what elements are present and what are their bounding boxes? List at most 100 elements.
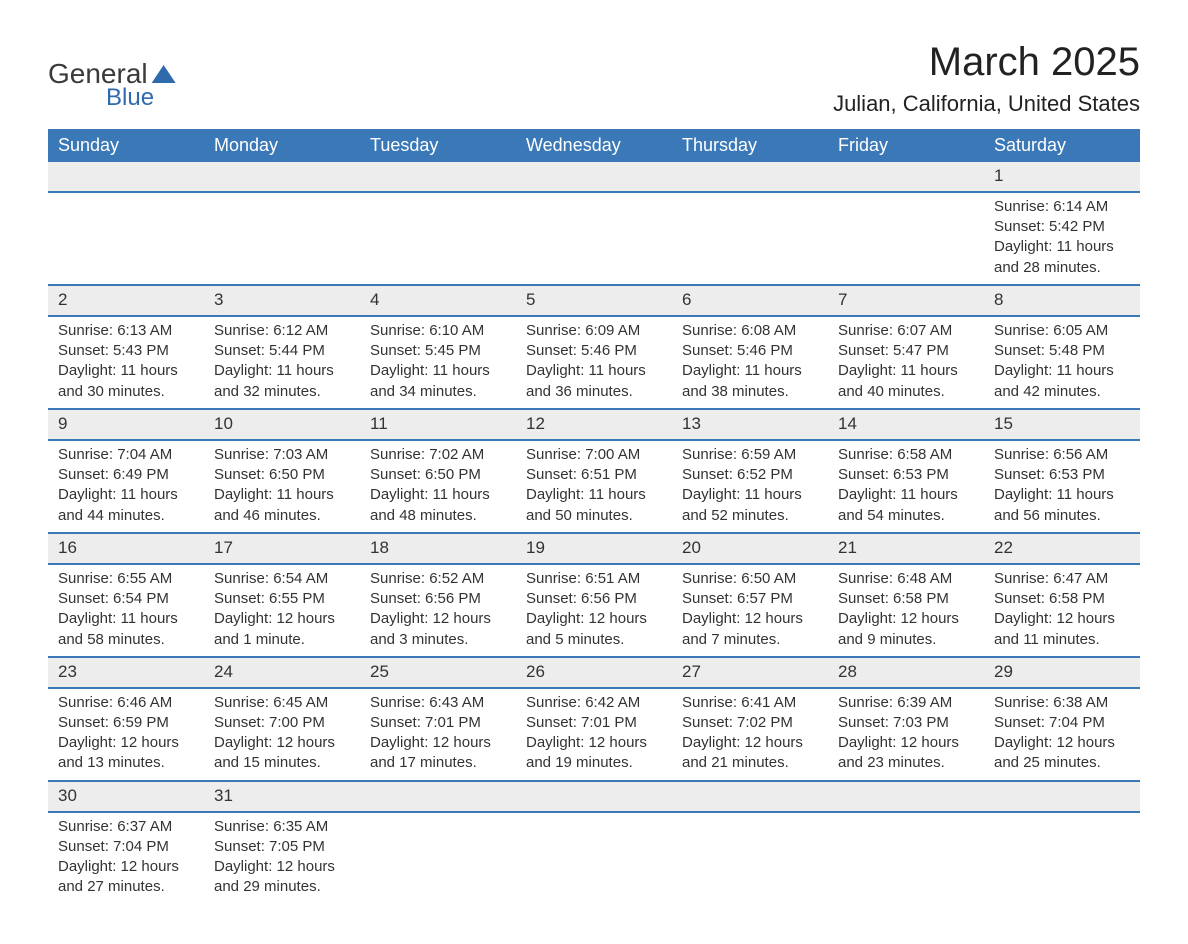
day-cell: Sunrise: 6:39 AMSunset: 7:03 PMDaylight:… [828, 688, 984, 781]
daylight-text: Daylight: 12 hours [58, 857, 194, 877]
sunrise-text: Sunrise: 6:38 AM [994, 693, 1130, 713]
logo: General Blue [48, 58, 176, 112]
daylight-text: Daylight: 11 hours [58, 609, 194, 629]
sunset-text: Sunset: 7:01 PM [526, 713, 662, 733]
daylight-text: and 38 minutes. [682, 382, 818, 402]
daylight-text: Daylight: 12 hours [214, 733, 350, 753]
sunrise-text: Sunrise: 6:47 AM [994, 569, 1130, 589]
daylight-text: Daylight: 11 hours [994, 361, 1130, 381]
header: General Blue March 2025 Julian, Californ… [48, 40, 1140, 117]
sunset-text: Sunset: 5:47 PM [838, 341, 974, 361]
sunset-text: Sunset: 5:45 PM [370, 341, 506, 361]
sunset-text: Sunset: 6:50 PM [214, 465, 350, 485]
sunset-text: Sunset: 5:44 PM [214, 341, 350, 361]
daylight-text: Daylight: 11 hours [682, 361, 818, 381]
day-number [516, 162, 672, 192]
logo-mark-icon [152, 65, 176, 83]
day-cell [828, 192, 984, 285]
daylight-text: Daylight: 12 hours [994, 733, 1130, 753]
daylight-text: Daylight: 12 hours [214, 609, 350, 629]
day-number: 30 [48, 781, 204, 812]
sunrise-text: Sunrise: 6:39 AM [838, 693, 974, 713]
day-cell [672, 812, 828, 904]
daylight-text: and 5 minutes. [526, 630, 662, 650]
sunrise-text: Sunrise: 6:43 AM [370, 693, 506, 713]
day-cell: Sunrise: 6:54 AMSunset: 6:55 PMDaylight:… [204, 564, 360, 657]
daylight-text: and 7 minutes. [682, 630, 818, 650]
daylight-text: and 9 minutes. [838, 630, 974, 650]
day-number [204, 162, 360, 192]
day-cell: Sunrise: 7:02 AMSunset: 6:50 PMDaylight:… [360, 440, 516, 533]
day-cell: Sunrise: 6:37 AMSunset: 7:04 PMDaylight:… [48, 812, 204, 904]
sunset-text: Sunset: 6:53 PM [994, 465, 1130, 485]
daylight-text: and 21 minutes. [682, 753, 818, 773]
day-number: 28 [828, 657, 984, 688]
day-cell: Sunrise: 6:46 AMSunset: 6:59 PMDaylight:… [48, 688, 204, 781]
day-number-row: 1 [48, 162, 1140, 192]
day-cell [828, 812, 984, 904]
sunset-text: Sunset: 7:04 PM [58, 837, 194, 857]
day-number: 2 [48, 285, 204, 316]
daylight-text: Daylight: 11 hours [994, 237, 1130, 257]
daylight-text: and 54 minutes. [838, 506, 974, 526]
day-number [48, 162, 204, 192]
daylight-text: and 29 minutes. [214, 877, 350, 897]
week-row: Sunrise: 7:04 AMSunset: 6:49 PMDaylight:… [48, 440, 1140, 533]
day-number: 4 [360, 285, 516, 316]
sunrise-text: Sunrise: 6:41 AM [682, 693, 818, 713]
sunrise-text: Sunrise: 6:52 AM [370, 569, 506, 589]
sunrise-text: Sunrise: 6:51 AM [526, 569, 662, 589]
day-cell: Sunrise: 6:58 AMSunset: 6:53 PMDaylight:… [828, 440, 984, 533]
day-number: 17 [204, 533, 360, 564]
day-number [516, 781, 672, 812]
day-number: 31 [204, 781, 360, 812]
day-cell: Sunrise: 6:48 AMSunset: 6:58 PMDaylight:… [828, 564, 984, 657]
sunrise-text: Sunrise: 6:08 AM [682, 321, 818, 341]
sunset-text: Sunset: 5:46 PM [526, 341, 662, 361]
day-number: 10 [204, 409, 360, 440]
daylight-text: and 1 minute. [214, 630, 350, 650]
day-cell [360, 812, 516, 904]
daylight-text: and 15 minutes. [214, 753, 350, 773]
daylight-text: Daylight: 11 hours [838, 485, 974, 505]
daylight-text: Daylight: 12 hours [682, 733, 818, 753]
sunrise-text: Sunrise: 6:07 AM [838, 321, 974, 341]
day-cell [360, 192, 516, 285]
daylight-text: and 52 minutes. [682, 506, 818, 526]
day-number: 26 [516, 657, 672, 688]
day-number: 13 [672, 409, 828, 440]
sunset-text: Sunset: 7:01 PM [370, 713, 506, 733]
sunset-text: Sunset: 6:50 PM [370, 465, 506, 485]
day-cell: Sunrise: 6:05 AMSunset: 5:48 PMDaylight:… [984, 316, 1140, 409]
daylight-text: Daylight: 12 hours [994, 609, 1130, 629]
day-number: 19 [516, 533, 672, 564]
daylight-text: Daylight: 11 hours [526, 361, 662, 381]
sunset-text: Sunset: 5:43 PM [58, 341, 194, 361]
day-number-row: 3031 [48, 781, 1140, 812]
daylight-text: and 34 minutes. [370, 382, 506, 402]
day-number-row: 23242526272829 [48, 657, 1140, 688]
sunset-text: Sunset: 5:48 PM [994, 341, 1130, 361]
day-cell: Sunrise: 7:04 AMSunset: 6:49 PMDaylight:… [48, 440, 204, 533]
day-header: Thursday [672, 129, 828, 162]
day-cell: Sunrise: 6:59 AMSunset: 6:52 PMDaylight:… [672, 440, 828, 533]
daylight-text: Daylight: 11 hours [682, 485, 818, 505]
day-cell [672, 192, 828, 285]
day-number: 11 [360, 409, 516, 440]
daylight-text: and 11 minutes. [994, 630, 1130, 650]
daylight-text: and 56 minutes. [994, 506, 1130, 526]
day-number: 23 [48, 657, 204, 688]
day-number: 22 [984, 533, 1140, 564]
daylight-text: and 23 minutes. [838, 753, 974, 773]
day-cell: Sunrise: 6:41 AMSunset: 7:02 PMDaylight:… [672, 688, 828, 781]
day-cell: Sunrise: 6:47 AMSunset: 6:58 PMDaylight:… [984, 564, 1140, 657]
sunset-text: Sunset: 6:58 PM [838, 589, 974, 609]
day-number: 9 [48, 409, 204, 440]
week-row: Sunrise: 6:55 AMSunset: 6:54 PMDaylight:… [48, 564, 1140, 657]
day-cell: Sunrise: 6:38 AMSunset: 7:04 PMDaylight:… [984, 688, 1140, 781]
day-number: 15 [984, 409, 1140, 440]
sunrise-text: Sunrise: 6:46 AM [58, 693, 194, 713]
daylight-text: and 13 minutes. [58, 753, 194, 773]
daylight-text: Daylight: 11 hours [994, 485, 1130, 505]
daylight-text: Daylight: 11 hours [370, 361, 506, 381]
